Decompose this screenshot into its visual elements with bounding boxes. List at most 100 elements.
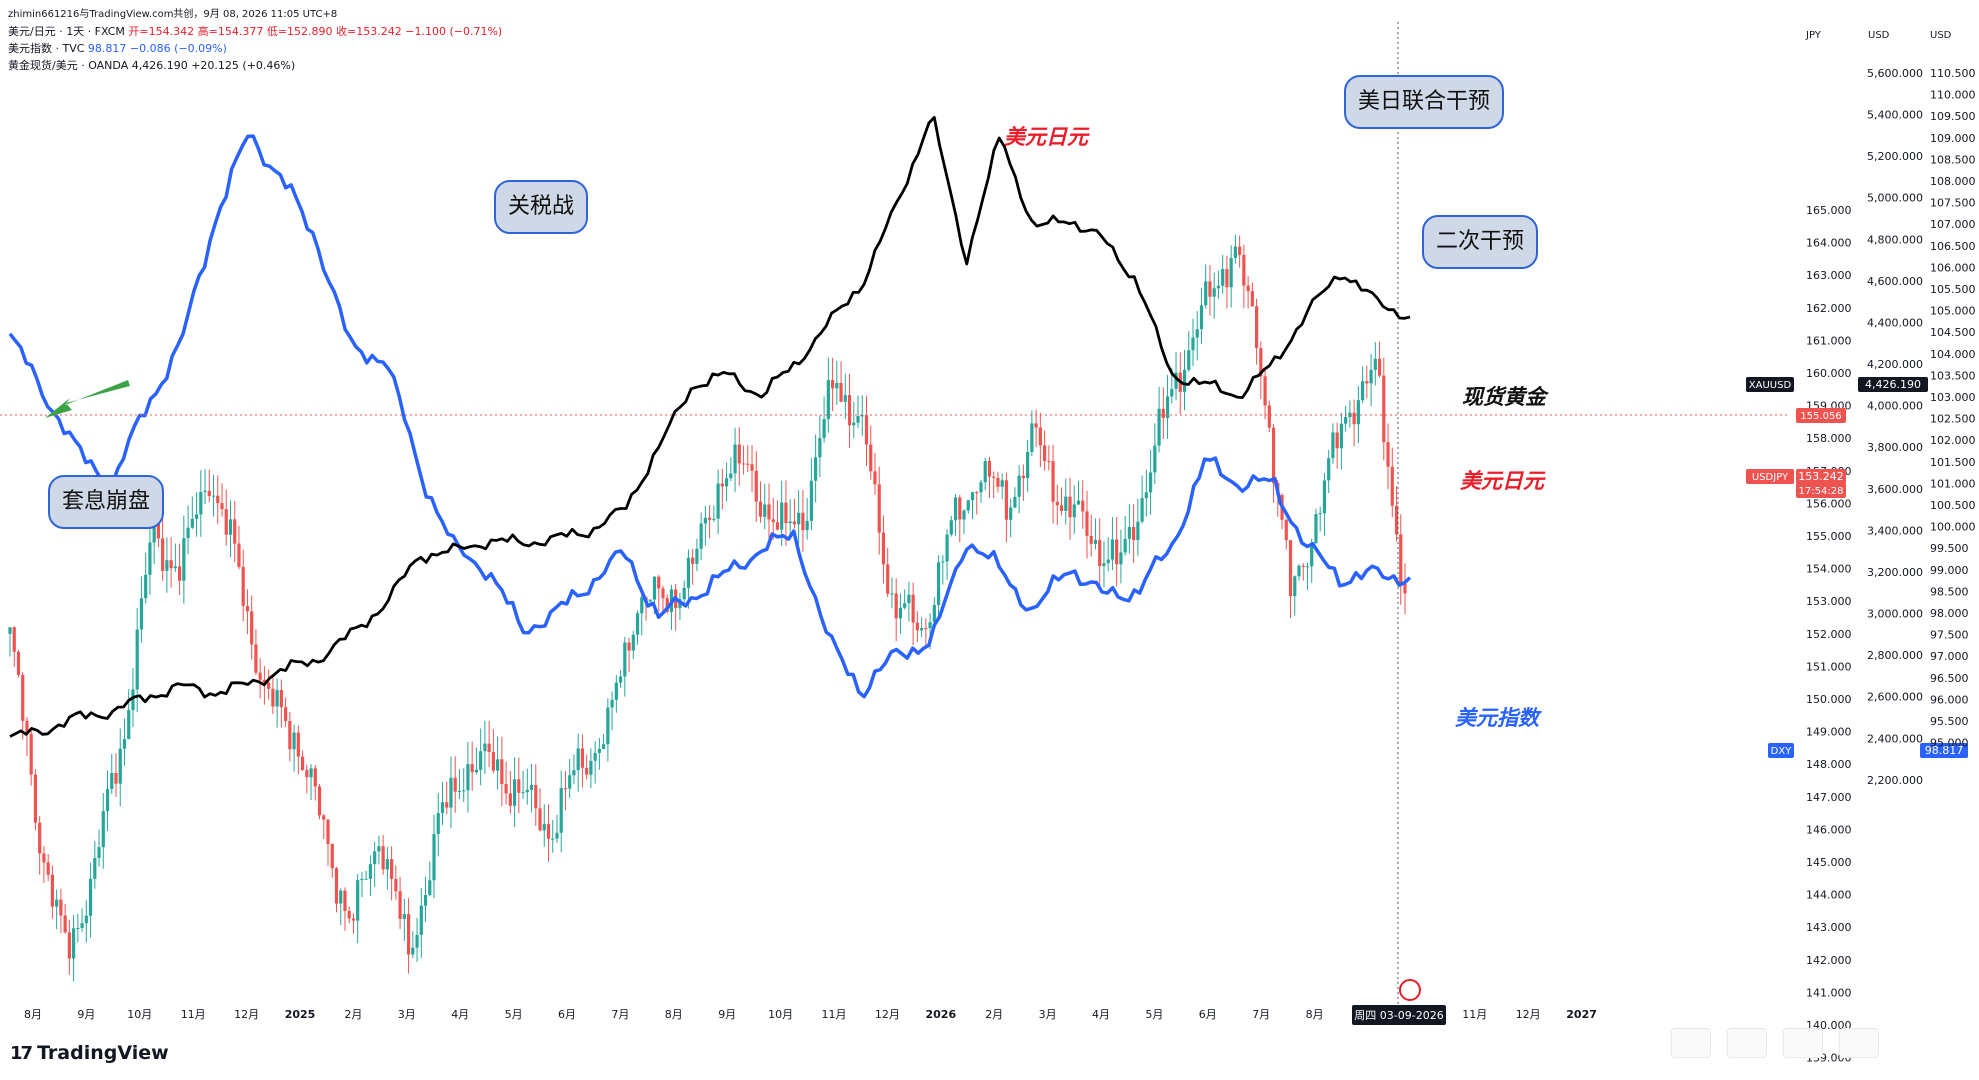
usdjpy-name-tag-text: USDJPY xyxy=(1752,472,1789,483)
usdjpy-candle-body xyxy=(801,512,805,531)
usdjpy-candle xyxy=(1259,341,1263,399)
usdjpy-candle-body xyxy=(271,688,275,707)
gold-tick-label: 2,200.000 xyxy=(1867,774,1923,787)
usdjpy-candle-body xyxy=(623,642,627,677)
usdjpy-candle-body xyxy=(114,772,118,784)
annotation-joint-intervention[interactable]: 美日联合干预 xyxy=(1344,75,1505,129)
usdjpy-candle-body xyxy=(597,748,601,753)
usdjpy-candle xyxy=(1059,487,1064,516)
usdjpy-candle xyxy=(1284,518,1288,550)
usdjpy-candle-body xyxy=(347,910,351,919)
usdjpy-candle-body xyxy=(839,382,843,402)
usdjpy-candle xyxy=(1233,234,1237,264)
usdjpy-candle-body xyxy=(135,629,139,690)
usdjpy-candle-body xyxy=(546,823,551,839)
usdjpy-candle xyxy=(428,861,432,897)
jpy-tick-label: 150.000 xyxy=(1806,693,1852,706)
usdjpy-candle-body xyxy=(695,548,699,564)
usdjpy-candle xyxy=(487,720,491,768)
legend-usdjpy[interactable]: 美元/日元 · 1天 · FXCM 开=154.342 高=154.377 低=… xyxy=(8,23,502,40)
usdjpy-candle-body xyxy=(856,416,860,423)
usdjpy-candle-body xyxy=(686,557,691,588)
gold-series-group xyxy=(9,116,1411,738)
usdjpy-candle-body xyxy=(1085,511,1089,536)
x-tick-label: 12月 xyxy=(875,1008,900,1021)
gold-tick-label: 3,200.000 xyxy=(1867,566,1923,579)
usdjpy-candle-body xyxy=(500,759,504,785)
usdjpy-candle-body xyxy=(665,598,669,612)
usdjpy-candle xyxy=(805,498,809,540)
usdjpy-candle-body xyxy=(1026,451,1030,479)
usdjpy-candle-body xyxy=(1009,507,1013,520)
legend-gold[interactable]: 黄金现货/美元 · OANDA 4,426.190 +20.125 (+0.46… xyxy=(8,57,502,74)
usdjpy-candle xyxy=(245,589,250,635)
usdjpy-candle-body xyxy=(512,779,517,806)
usdjpy-candle xyxy=(640,595,644,636)
legend-dxy[interactable]: 美元指数 · TVC 98.817 −0.086 (−0.09%) xyxy=(8,40,502,57)
x-tick-label: 9月 xyxy=(718,1008,736,1021)
usdjpy-candle xyxy=(449,756,453,829)
usdjpy-candle-body xyxy=(716,483,720,519)
jpy-tick-label: 146.000 xyxy=(1806,823,1852,836)
usdjpy-candle-body xyxy=(962,510,966,520)
usdjpy-candle xyxy=(228,500,233,557)
annotation-tariff-war[interactable]: 关税战 xyxy=(494,180,589,234)
usdjpy-candle-body xyxy=(529,784,534,790)
x-tick-label: 2025 xyxy=(285,1008,316,1021)
usdjpy-level-tag: 155.056 xyxy=(1796,408,1846,423)
usdjpy-candle xyxy=(1034,409,1038,448)
usdjpy-candle-body xyxy=(966,500,970,511)
usdjpy-candle xyxy=(1390,447,1394,518)
dxy-tick-label: 95.500 xyxy=(1930,715,1969,728)
usdjpy-candle-body xyxy=(351,918,356,921)
usdjpy-candle xyxy=(1246,276,1250,309)
usdjpy-candle-body xyxy=(928,622,932,629)
usdjpy-candle xyxy=(317,784,322,820)
usdjpy-candle-body xyxy=(211,495,216,497)
usdjpy-candle-body xyxy=(992,476,996,478)
usdjpy-candle xyxy=(1344,405,1348,432)
usdjpy-candle-body xyxy=(144,574,148,599)
usdjpy-candle xyxy=(84,900,88,943)
dxy-tick-label: 102.500 xyxy=(1930,413,1976,426)
tradingview-brand[interactable]: 17 TradingView xyxy=(10,1042,169,1064)
annotation-carry-crash[interactable]: 套息崩盘 xyxy=(48,475,165,529)
usdjpy-candle-body xyxy=(186,527,190,539)
usdjpy-candle-body xyxy=(279,690,283,708)
usdjpy-candle-body xyxy=(1072,504,1076,518)
usdjpy-candle-body xyxy=(46,862,50,875)
usdjpy-candle xyxy=(496,736,500,790)
usdjpy-candle-body xyxy=(1318,513,1322,515)
usdjpy-candle xyxy=(724,462,729,502)
usdjpy-candle xyxy=(1182,350,1187,411)
jpy-tick-label: 164.000 xyxy=(1806,237,1852,250)
usdjpy-candle-body xyxy=(1127,527,1131,539)
dxy-tick-label: 97.000 xyxy=(1930,650,1969,663)
usdjpy-candle-body xyxy=(1390,466,1394,506)
usdjpy-candle xyxy=(847,373,852,448)
usdjpy-candle-body xyxy=(1102,563,1106,567)
usdjpy-candle-body xyxy=(63,915,67,933)
jpy-tick-label: 160.000 xyxy=(1806,367,1852,380)
usdjpy-candle xyxy=(602,734,606,750)
usdjpy-candle xyxy=(1038,413,1042,468)
x-tick-label: 9月 xyxy=(77,1008,95,1021)
usdjpy-candle xyxy=(1148,450,1153,515)
x-tick-label: 10月 xyxy=(127,1008,152,1021)
usdjpy-candle-body xyxy=(377,846,381,852)
usdjpy-candle xyxy=(809,457,813,531)
usdjpy-candle-body xyxy=(1064,496,1068,511)
usdjpy-candle-body xyxy=(1238,246,1242,255)
annotation-second-intervention[interactable]: 二次干预 xyxy=(1422,215,1539,269)
usdjpy-candle-body xyxy=(1373,358,1377,370)
usdjpy-candle-body xyxy=(733,444,737,474)
usdjpy-candle-body xyxy=(25,720,29,734)
usdjpy-name-tag: USDJPY xyxy=(1746,469,1794,484)
usdjpy-candle xyxy=(474,747,479,775)
xauusd-value-tag-bg xyxy=(1858,377,1928,392)
gold-line xyxy=(9,116,1411,738)
x-tick-label: 8月 xyxy=(24,1008,42,1021)
usdjpy-candle-body xyxy=(440,802,445,814)
usdjpy-candle xyxy=(580,734,585,788)
